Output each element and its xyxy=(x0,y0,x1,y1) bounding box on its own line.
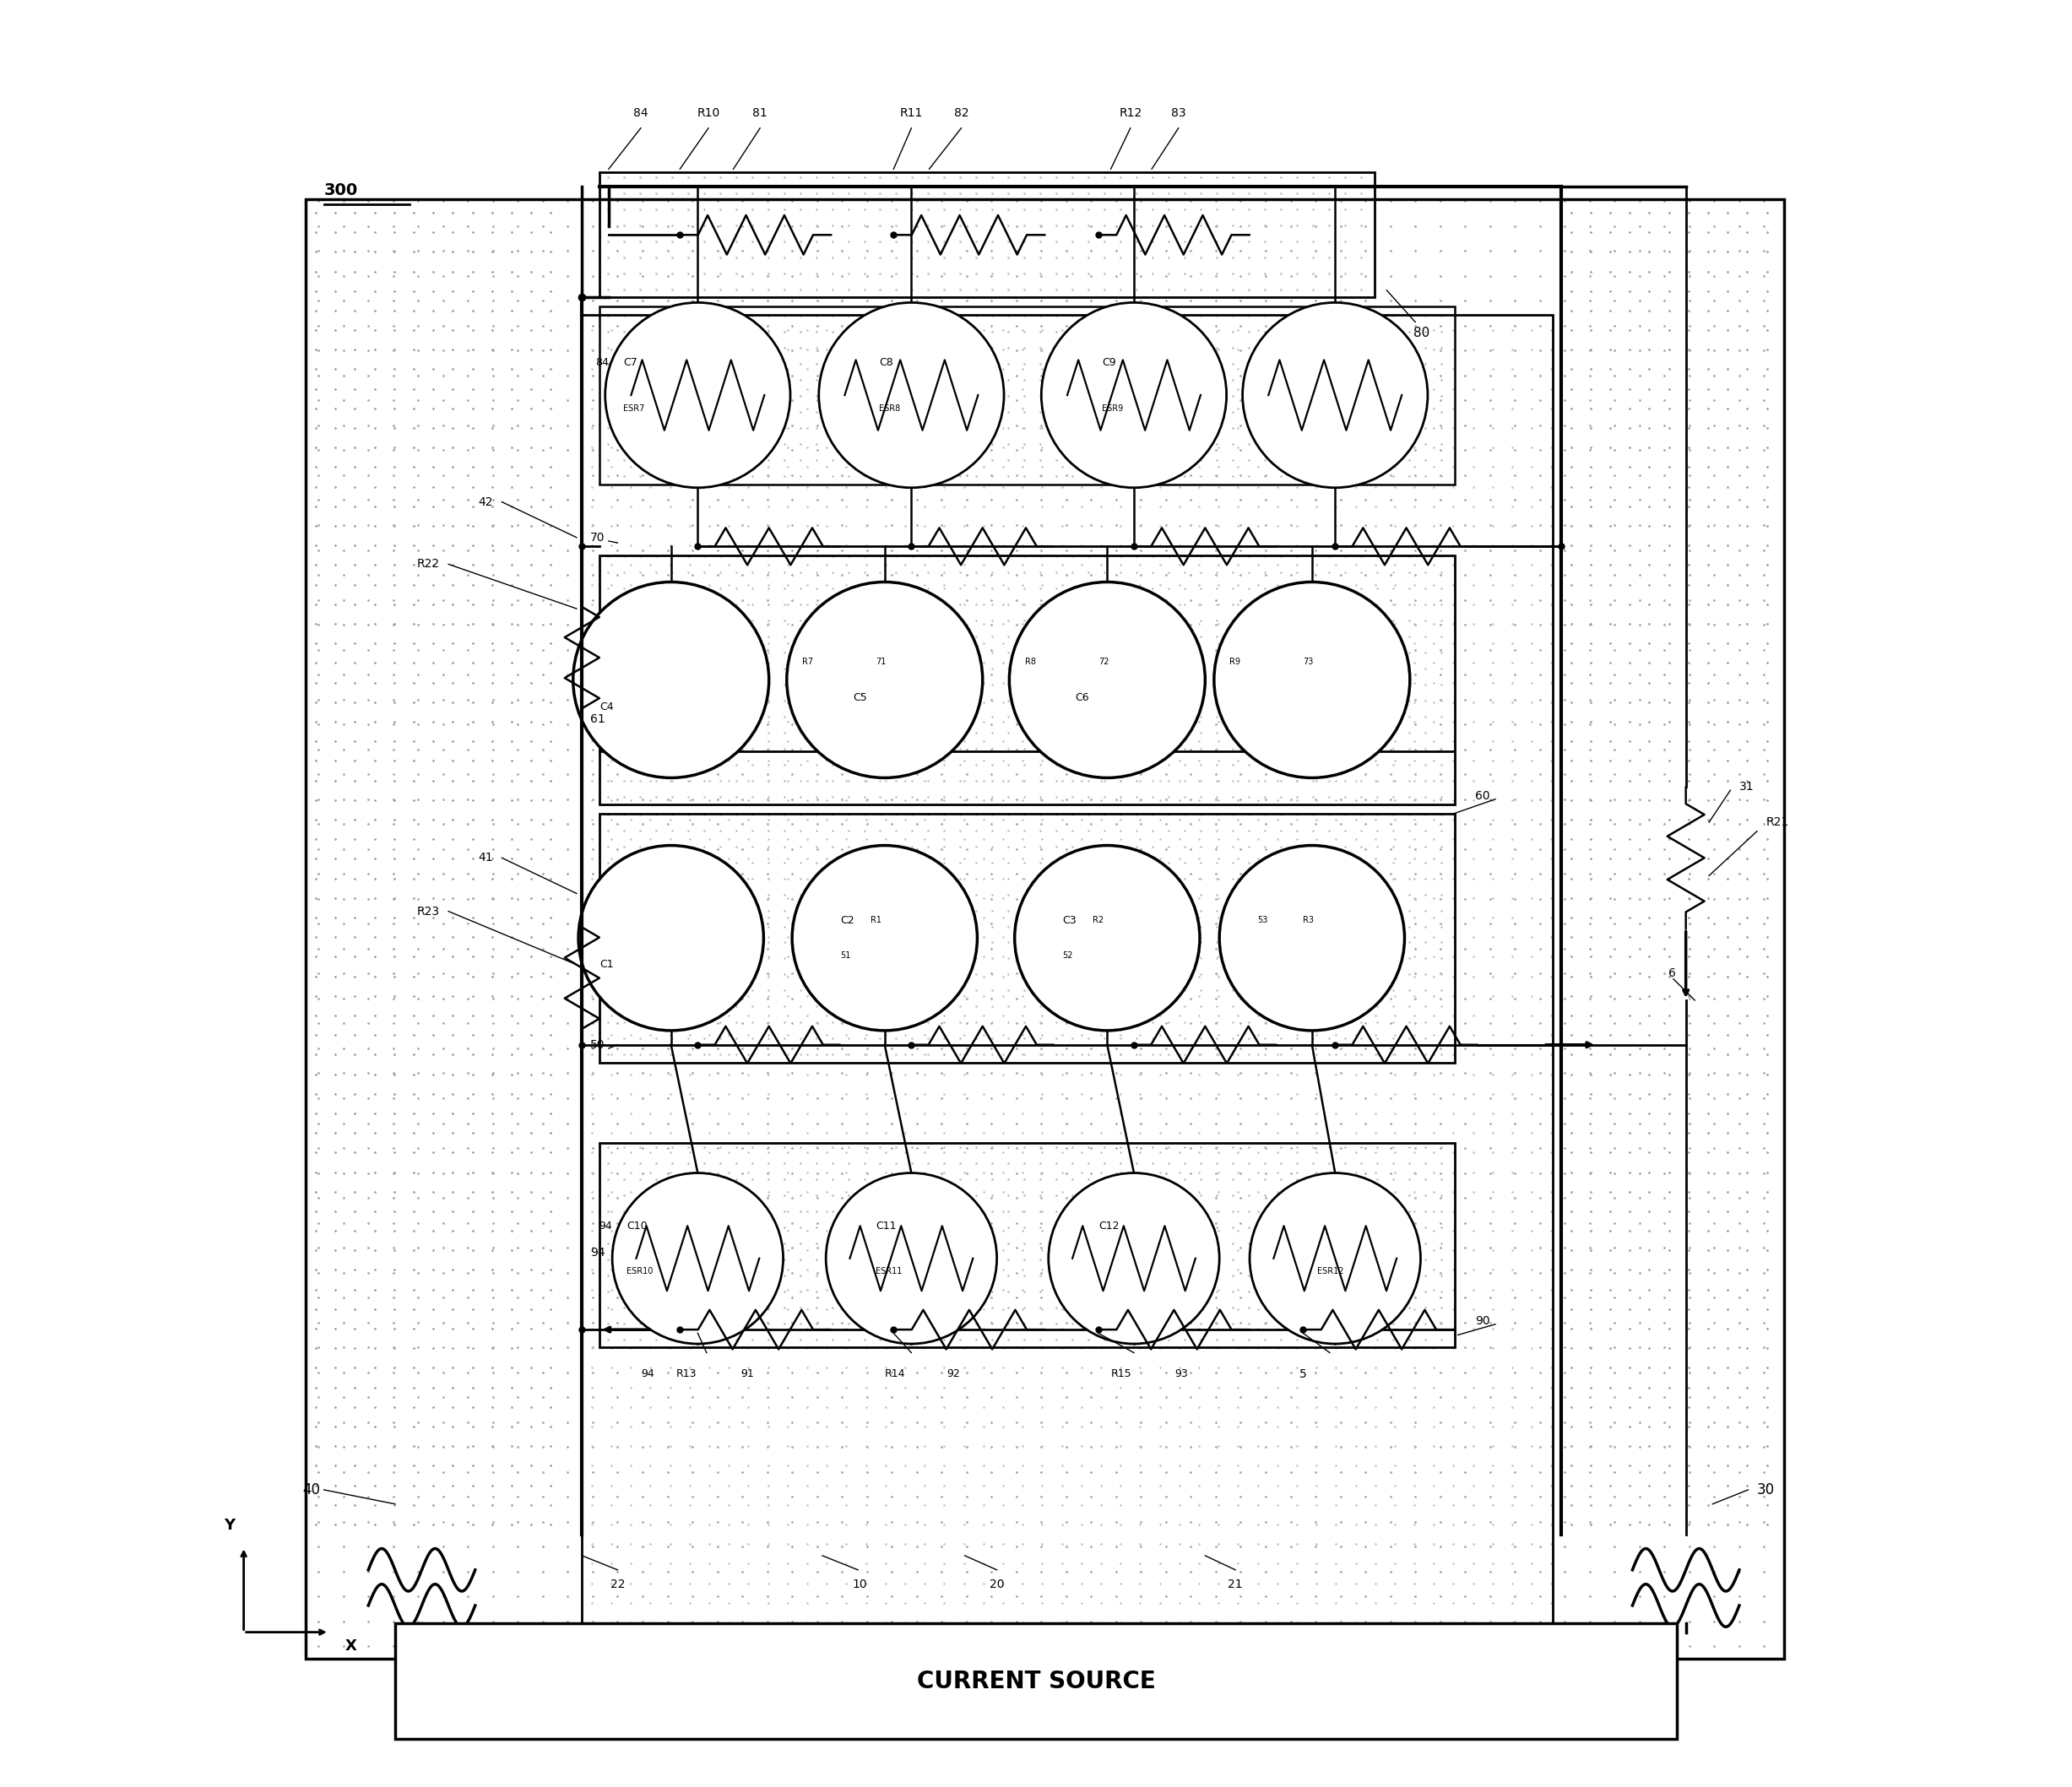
Text: ESR7: ESR7 xyxy=(624,404,644,413)
Text: 94: 94 xyxy=(640,1369,655,1380)
Text: R7: R7 xyxy=(802,658,814,667)
Circle shape xyxy=(1249,1172,1421,1344)
Text: 41: 41 xyxy=(479,852,493,863)
Text: 52: 52 xyxy=(1063,952,1073,960)
Text: 22: 22 xyxy=(611,1578,626,1590)
Bar xyxy=(599,306,1455,484)
Text: C9: C9 xyxy=(1102,357,1117,368)
Bar xyxy=(599,1142,1455,1347)
Circle shape xyxy=(1220,845,1405,1031)
Circle shape xyxy=(792,845,978,1031)
Text: C6: C6 xyxy=(1075,692,1090,704)
Text: ESR11: ESR11 xyxy=(876,1267,901,1276)
Text: C4: C4 xyxy=(599,701,613,711)
Circle shape xyxy=(1015,845,1200,1031)
Circle shape xyxy=(578,845,765,1031)
Text: R10: R10 xyxy=(696,107,719,120)
Bar xyxy=(582,315,1552,1632)
Circle shape xyxy=(818,302,1005,488)
Text: 90: 90 xyxy=(1475,1315,1490,1326)
Text: R21: R21 xyxy=(1765,817,1788,827)
Text: C5: C5 xyxy=(852,692,866,704)
Circle shape xyxy=(605,302,789,488)
Bar xyxy=(599,173,1374,297)
Text: R12: R12 xyxy=(1119,107,1142,120)
Text: R9: R9 xyxy=(1231,658,1241,667)
Text: 92: 92 xyxy=(947,1369,959,1380)
Text: 81: 81 xyxy=(752,107,767,120)
Circle shape xyxy=(611,1172,783,1344)
Text: R8: R8 xyxy=(1026,658,1036,667)
Circle shape xyxy=(1243,302,1428,488)
Text: R22: R22 xyxy=(416,558,439,570)
Text: 6: 6 xyxy=(1668,969,1676,979)
Text: C7: C7 xyxy=(624,357,636,368)
Text: 300: 300 xyxy=(323,182,358,198)
Text: 82: 82 xyxy=(953,107,970,120)
Text: ESR9: ESR9 xyxy=(1102,404,1123,413)
Circle shape xyxy=(827,1172,997,1344)
Text: 51: 51 xyxy=(839,952,852,960)
Text: C3: C3 xyxy=(1063,915,1077,926)
Text: 21: 21 xyxy=(1229,1578,1243,1590)
Text: 94: 94 xyxy=(599,1221,611,1231)
Text: R13: R13 xyxy=(675,1369,696,1380)
Text: CURRENT SOURCE: CURRENT SOURCE xyxy=(916,1669,1156,1692)
Circle shape xyxy=(574,583,769,777)
Text: R15: R15 xyxy=(1111,1369,1131,1380)
Text: 71: 71 xyxy=(876,658,887,667)
Text: R23: R23 xyxy=(416,906,439,917)
Text: C8: C8 xyxy=(879,357,893,368)
Text: 30: 30 xyxy=(1757,1481,1776,1498)
Text: 84: 84 xyxy=(634,107,649,120)
Text: Y: Y xyxy=(224,1517,234,1533)
Text: R1: R1 xyxy=(870,917,881,924)
Text: 84: 84 xyxy=(595,357,609,368)
Circle shape xyxy=(787,583,982,777)
Text: 61: 61 xyxy=(591,713,605,726)
Bar xyxy=(307,200,1784,1658)
Text: C11: C11 xyxy=(876,1221,897,1231)
Text: R3: R3 xyxy=(1303,917,1314,924)
Text: C2: C2 xyxy=(839,915,854,926)
Text: ESR10: ESR10 xyxy=(626,1267,653,1276)
Text: 80: 80 xyxy=(1413,327,1430,340)
Text: 20: 20 xyxy=(990,1578,1005,1590)
Circle shape xyxy=(1009,583,1206,777)
Bar xyxy=(599,556,1455,804)
Text: 91: 91 xyxy=(740,1369,754,1380)
Text: 70: 70 xyxy=(591,531,605,543)
Text: 5: 5 xyxy=(1299,1369,1307,1380)
Text: 50: 50 xyxy=(591,1038,605,1051)
Bar xyxy=(396,1623,1676,1739)
Text: R14: R14 xyxy=(885,1369,905,1380)
Text: X: X xyxy=(344,1639,356,1655)
Text: 83: 83 xyxy=(1171,107,1185,120)
Circle shape xyxy=(1214,583,1409,777)
Text: 93: 93 xyxy=(1175,1369,1187,1380)
Text: 72: 72 xyxy=(1098,658,1109,667)
Circle shape xyxy=(1048,1172,1220,1344)
Text: ESR8: ESR8 xyxy=(879,404,901,413)
Text: R2: R2 xyxy=(1092,917,1104,924)
Text: R11: R11 xyxy=(899,107,922,120)
Text: 53: 53 xyxy=(1258,917,1268,924)
Text: 73: 73 xyxy=(1303,658,1314,667)
Text: 10: 10 xyxy=(852,1578,868,1590)
Text: 31: 31 xyxy=(1738,781,1755,793)
Text: C12: C12 xyxy=(1098,1221,1119,1231)
Bar xyxy=(599,813,1455,1063)
Text: ESR12: ESR12 xyxy=(1318,1267,1345,1276)
Circle shape xyxy=(1042,302,1227,488)
Text: 94: 94 xyxy=(591,1247,605,1260)
Text: 40: 40 xyxy=(303,1481,321,1498)
Text: 42: 42 xyxy=(479,497,493,508)
Text: C1: C1 xyxy=(599,960,613,970)
Text: C10: C10 xyxy=(626,1221,646,1231)
Text: 60: 60 xyxy=(1475,790,1490,802)
